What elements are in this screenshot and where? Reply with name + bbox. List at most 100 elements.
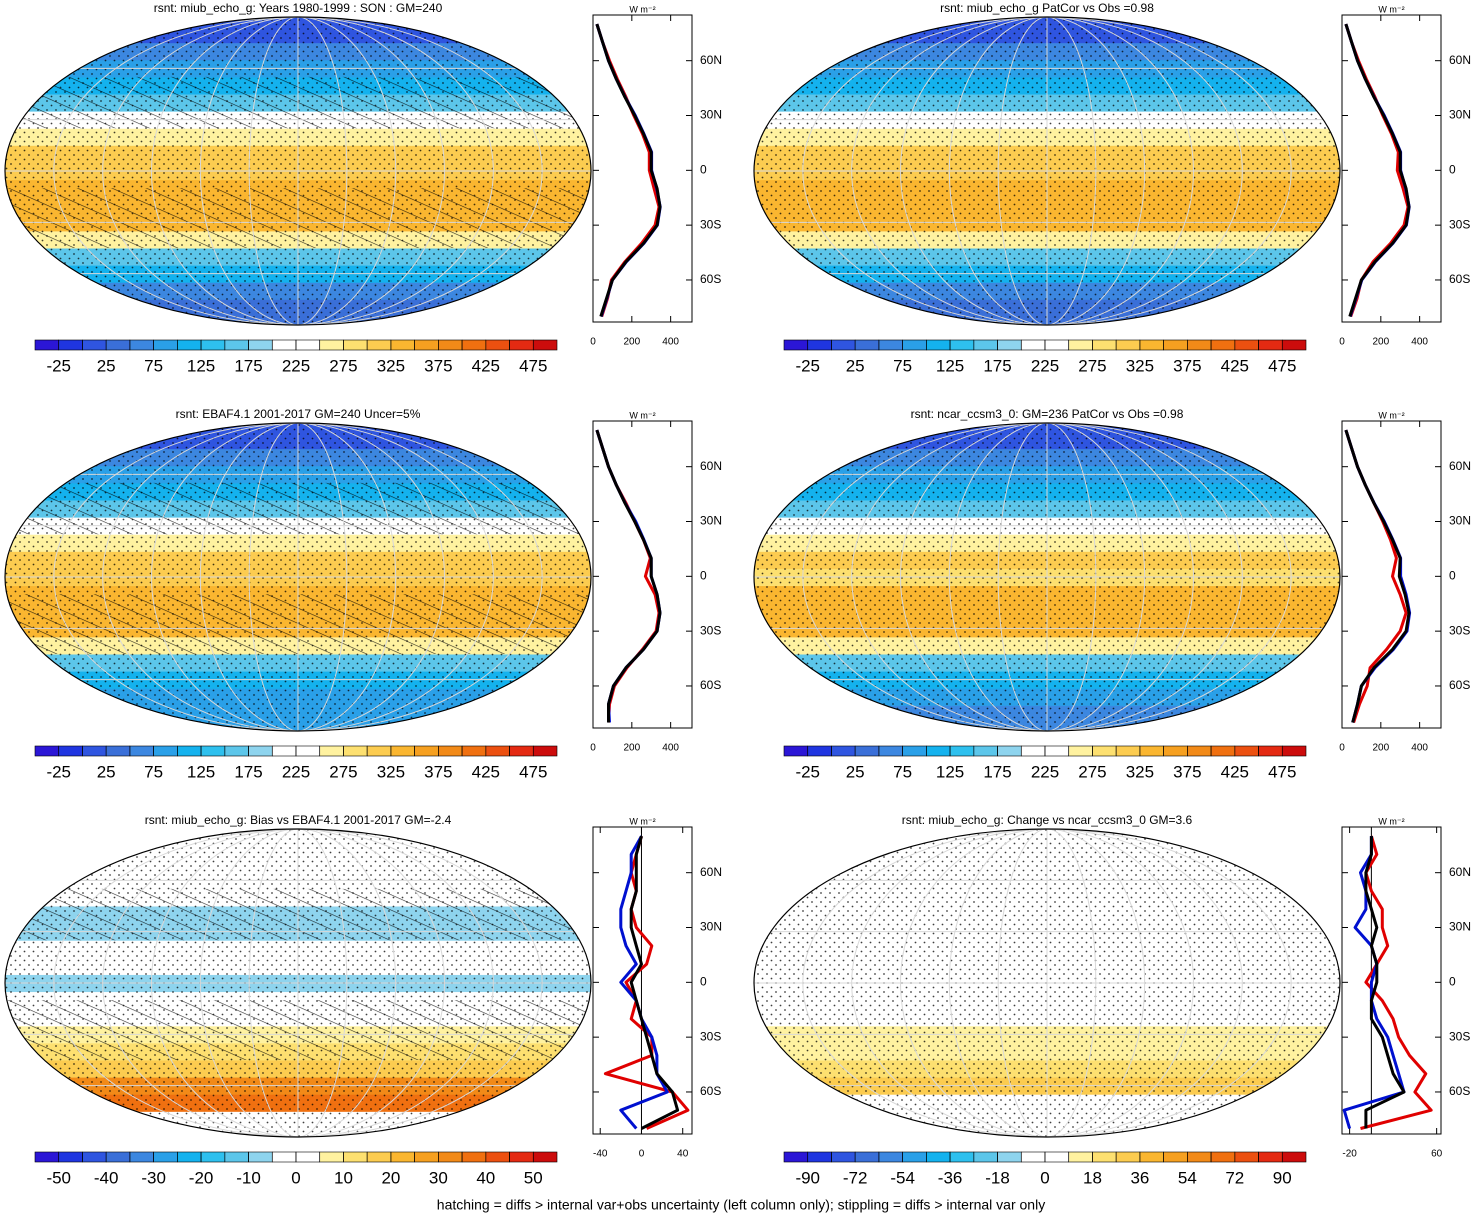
graticule	[851, 829, 1243, 1137]
map-outline	[753, 16, 1341, 326]
colorbar-box	[271, 1151, 297, 1163]
y-tick-label: 60N	[1449, 865, 1471, 879]
colorbar-label: 10	[334, 1168, 353, 1187]
colorbar-label: 475	[519, 356, 547, 375]
colorbar-box	[343, 1151, 368, 1163]
colorbar-box	[902, 745, 927, 757]
y-tick-label: 30N	[1449, 108, 1471, 122]
profile-unit: W m⁻²	[629, 4, 655, 14]
map-field	[754, 17, 1340, 325]
y-tick-label: 60N	[700, 865, 722, 879]
colorbar-box	[129, 745, 154, 757]
colorbar-label: 325	[377, 356, 405, 375]
colorbar-box	[1187, 339, 1212, 351]
colorbar-label: 175	[234, 762, 262, 781]
map-field	[5, 829, 591, 1137]
colorbar-box	[34, 745, 60, 757]
graticule	[900, 17, 1194, 325]
y-tick-label: 60S	[1449, 1084, 1470, 1098]
profile-line	[1344, 429, 1411, 723]
colorbar-label: 375	[1173, 762, 1201, 781]
panel-title: rsnt: miub_echo_g: Change vs ncar_ccsm3_…	[902, 813, 1193, 827]
colorbar-label: -25	[46, 356, 71, 375]
colorbar-label: 425	[1221, 356, 1249, 375]
colorbar-label: 125	[187, 762, 215, 781]
colorbar-label: 20	[381, 1168, 400, 1187]
x-tick-label: -40	[593, 1149, 608, 1160]
colorbar-box	[390, 1151, 415, 1163]
colorbar-box	[224, 1151, 249, 1163]
profile-line	[1344, 23, 1410, 317]
colorbar-box	[129, 339, 154, 351]
map-field	[754, 423, 1340, 731]
y-tick-label: 0	[700, 568, 707, 582]
profile-unit: W m⁻²	[1378, 410, 1404, 420]
colorbar-box	[1020, 745, 1046, 757]
colorbar-box	[58, 1151, 83, 1163]
colorbar-box	[366, 1151, 392, 1163]
colorbar-box	[1163, 339, 1188, 351]
colorbar-box	[1044, 339, 1070, 351]
x-tick-label: 0	[590, 743, 596, 754]
y-tick-label: 60N	[700, 53, 722, 67]
colorbar-label: 175	[234, 356, 262, 375]
colorbar-box	[1234, 339, 1259, 351]
colorbar-label: 30	[429, 1168, 448, 1187]
profile-unit: W m⁻²	[629, 816, 655, 826]
x-tick-label: 200	[623, 337, 640, 348]
graticule	[948, 17, 1146, 325]
colorbar-box	[295, 339, 321, 351]
graticule	[53, 17, 543, 325]
colorbar-box	[1281, 1151, 1307, 1163]
y-tick-label: 60N	[700, 459, 722, 473]
y-tick-label: 60S	[1449, 272, 1470, 286]
colorbar-label: 325	[377, 762, 405, 781]
colorbar-label: 0	[291, 1168, 300, 1187]
map-field	[5, 423, 591, 731]
profile-frame	[592, 826, 693, 1135]
colorbar-label: -30	[141, 1168, 166, 1187]
colorbar-label: 425	[472, 762, 500, 781]
colorbar-box	[319, 339, 344, 351]
y-tick-label: 30S	[1449, 217, 1470, 231]
colorbar-box	[509, 1151, 534, 1163]
colorbar-box	[1163, 745, 1188, 757]
colorbar-box	[807, 1151, 832, 1163]
colorbar-box	[105, 1151, 131, 1163]
profile-frame	[1341, 826, 1442, 1135]
colorbar-box	[509, 745, 534, 757]
graticule	[199, 17, 397, 325]
y-tick-label: 30N	[700, 108, 722, 122]
y-tick-label: 60S	[700, 272, 721, 286]
panel-title: rsnt: miub_echo_g PatCor vs Obs =0.98	[940, 1, 1154, 15]
colorbar-label: 225	[282, 356, 310, 375]
y-tick-label: 60S	[1449, 678, 1470, 692]
colorbar-box	[295, 1151, 321, 1163]
colorbar-label: 175	[983, 356, 1011, 375]
colorbar-box	[1281, 745, 1307, 757]
colorbar-box	[485, 745, 510, 757]
colorbar-box	[34, 1151, 60, 1163]
colorbar-label: 325	[1126, 762, 1154, 781]
colorbar-box	[390, 339, 415, 351]
colorbar-label: -40	[94, 1168, 119, 1187]
graticule	[997, 829, 1097, 1137]
profile-line	[595, 429, 661, 723]
graticule	[151, 17, 445, 325]
colorbar-label: 375	[1173, 356, 1201, 375]
colorbar-box	[1258, 1151, 1283, 1163]
colorbar-box	[1281, 339, 1307, 351]
colorbar-label: 75	[144, 356, 163, 375]
graticule	[248, 829, 348, 1137]
colorbar-box	[1234, 1151, 1259, 1163]
colorbar-box	[926, 745, 951, 757]
colorbar-box	[343, 745, 368, 757]
colorbar-box	[105, 745, 131, 757]
profile-line	[629, 835, 680, 1130]
colorbar-box	[200, 339, 226, 351]
profile-unit: W m⁻²	[629, 410, 655, 420]
colorbar-box	[461, 339, 487, 351]
colorbar-label: 75	[144, 762, 163, 781]
colorbar-box	[997, 1151, 1022, 1163]
profile-line	[595, 23, 661, 317]
